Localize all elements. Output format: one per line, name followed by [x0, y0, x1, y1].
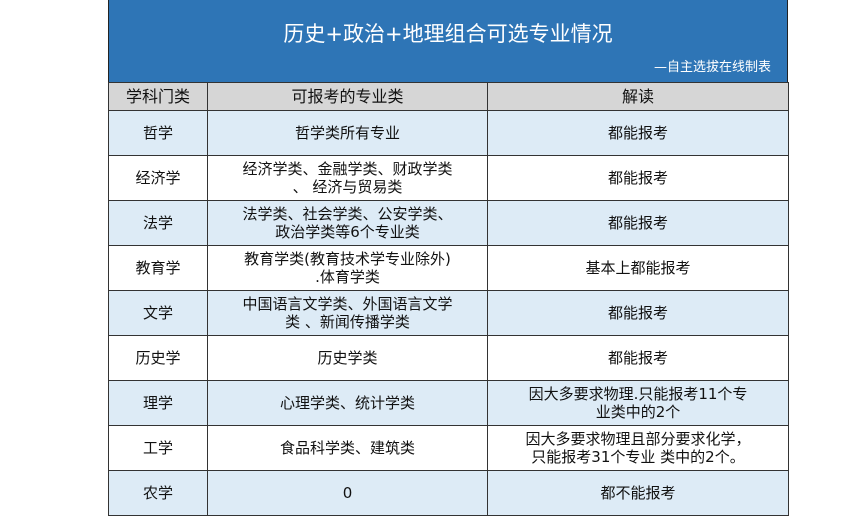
table-row: 理学 心理学类、统计学类 因大多要求物理.只能报考11个专 业类中的2个 [108, 380, 789, 426]
table-row: 工学 食品科学类、建筑类 因大多要求物理且部分要求化学， 只能报考31个专业 类中的2… [108, 425, 789, 471]
majors-cell: 0 [207, 470, 488, 516]
majors-cell: 经济学类、金融学类、财政学类、 经济与贸易类 [207, 155, 488, 201]
table-row: 文学 中国语言文学类、外国语言文学类 、新闻传播学类 都能报考 [108, 290, 789, 336]
note-cell: 都能报考 [487, 110, 789, 156]
note-cell-line: 都能报考 [607, 124, 668, 142]
header-note: 解读 [487, 82, 789, 111]
note-cell-line: 都不能报考 [600, 484, 676, 502]
category-cell: 法学 [108, 200, 208, 246]
table-title: 历史+政治+地理组合可选专业情况 [283, 22, 613, 46]
category-cell: 教育学 [108, 245, 208, 291]
majors-cell-line: 法学类、社会学类、公安学类、 [242, 205, 453, 223]
majors-cell-line: 食品科学类、建筑类 [279, 439, 415, 457]
majors-cell-line: 中国语言文学类、外国语言文学 [242, 295, 453, 313]
majors-cell-line: .体育学类 [315, 268, 380, 286]
majors-cell: 历史学类 [207, 335, 488, 381]
table-row: 法学 法学类、社会学类、公安学类、 政治学类等6个专业类 都能报考 [108, 200, 789, 246]
title-band: 历史+政治+地理组合可选专业情况 —自主选拔在线制表 [108, 0, 788, 82]
header-category: 学科门类 [108, 82, 208, 111]
majors-cell: 哲学类所有专业 [207, 110, 488, 156]
note-cell-line: 都能报考 [607, 349, 668, 367]
note-cell: 都能报考 [487, 200, 789, 246]
note-cell: 都能报考 [487, 290, 789, 336]
majors-cell-line: 哲学类所有专业 [294, 124, 400, 142]
note-cell-line: 只能报考31个专业 类中的2个。 [531, 448, 745, 466]
header-row: 学科门类 可报考的专业类 解读 [108, 82, 789, 111]
majors-cell: 心理学类、统计学类 [207, 380, 488, 426]
note-cell-line: 因大多要求物理且部分要求化学， [525, 430, 751, 448]
category-cell: 工学 [108, 425, 208, 471]
note-cell-line: 都能报考 [607, 304, 668, 322]
note-cell: 都能报考 [487, 335, 789, 381]
category-cell: 农学 [108, 470, 208, 516]
table-row: 教育学 教育学类(教育技术学专业除外) .体育学类 基本上都能报考 [108, 245, 789, 291]
majors-cell-line: 历史学类 [317, 349, 378, 367]
table-row: 农学 0 都不能报考 [108, 470, 789, 516]
note-cell-line: 都能报考 [607, 169, 668, 187]
majors-cell: 食品科学类、建筑类 [207, 425, 488, 471]
majors-cell: 教育学类(教育技术学专业除外) .体育学类 [207, 245, 488, 291]
table-subtitle: —自主选拔在线制表 [653, 60, 771, 75]
majors-cell-line: 经济学类、金融学类、财政学类 [242, 160, 453, 178]
table-row: 哲学 哲学类所有专业 都能报考 [108, 110, 789, 156]
major-table-container: 历史+政治+地理组合可选专业情况 —自主选拔在线制表 学科门类 可报考的专业类 … [108, 0, 789, 516]
header-majors: 可报考的专业类 [207, 82, 488, 111]
category-cell: 文学 [108, 290, 208, 336]
note-cell-line: 基本上都能报考 [585, 259, 691, 277]
majors-cell-line: 类 、新闻传播学类 [285, 313, 410, 331]
note-cell-line: 都能报考 [607, 214, 668, 232]
majors-cell-line: 0 [342, 484, 353, 502]
note-cell: 因大多要求物理.只能报考11个专 业类中的2个 [487, 380, 789, 426]
note-cell-line: 业类中的2个 [595, 403, 681, 421]
table-row: 历史学 历史学类 都能报考 [108, 335, 789, 381]
note-cell: 都能报考 [487, 155, 789, 201]
category-cell: 历史学 [108, 335, 208, 381]
note-cell-line: 因大多要求物理.只能报考11个专 [528, 385, 748, 403]
category-cell: 经济学 [108, 155, 208, 201]
note-cell: 因大多要求物理且部分要求化学， 只能报考31个专业 类中的2个。 [487, 425, 789, 471]
category-cell: 理学 [108, 380, 208, 426]
majors-cell: 法学类、社会学类、公安学类、 政治学类等6个专业类 [207, 200, 488, 246]
majors-cell-line: 、 经济与贸易类 [292, 178, 403, 196]
majors-cell-line: 教育学类(教育技术学专业除外) [244, 250, 451, 268]
majors-cell-line: 政治学类等6个专业类 [275, 223, 420, 241]
majors-cell-line: 心理学类、统计学类 [279, 394, 415, 412]
category-cell: 哲学 [108, 110, 208, 156]
note-cell: 基本上都能报考 [487, 245, 789, 291]
note-cell: 都不能报考 [487, 470, 789, 516]
majors-cell: 中国语言文学类、外国语言文学类 、新闻传播学类 [207, 290, 488, 336]
major-table: 学科门类 可报考的专业类 解读 哲学 哲学类所有专业 都能报考 经济学 经济学类、金融学… [108, 82, 789, 516]
table-row: 经济学 经济学类、金融学类、财政学类、 经济与贸易类 都能报考 [108, 155, 789, 201]
